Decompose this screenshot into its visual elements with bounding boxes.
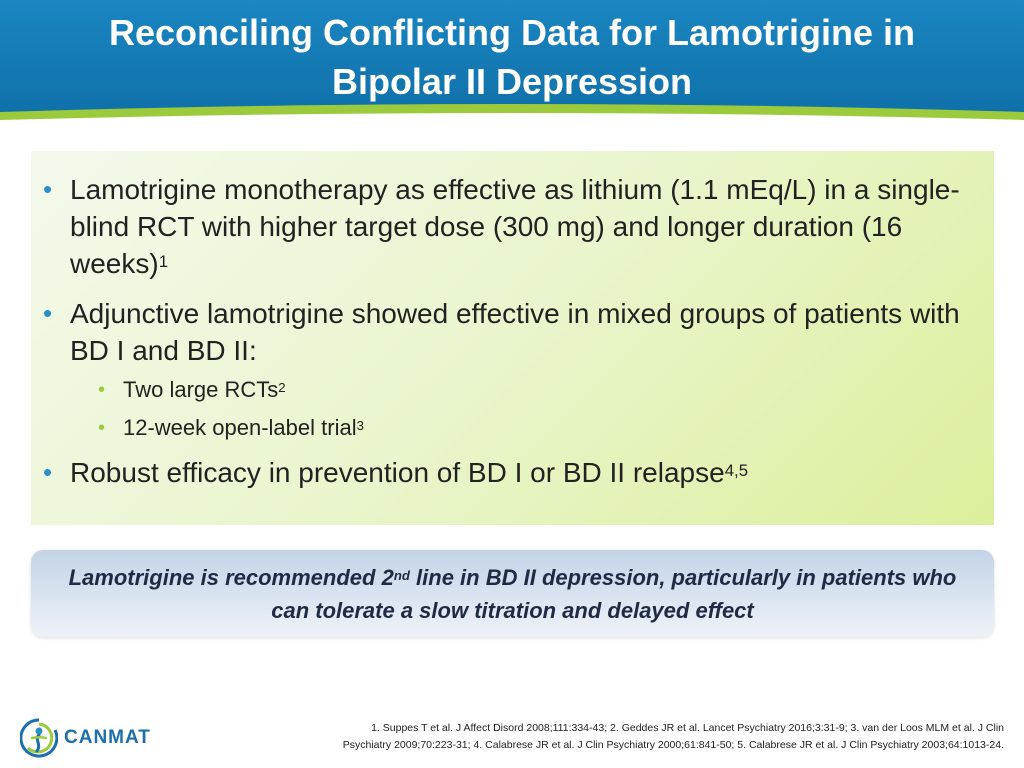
bullet-text: Lamotrigine monotherapy as effective as …	[70, 174, 960, 279]
sub-bullet-list: Two large RCTs2 12-week open-label trial…	[70, 371, 983, 447]
slide-header: Reconciling Conflicting Data for Lamotri…	[0, 0, 1024, 122]
references-line-2: Psychiatry 2009;70:223-31; 4. Calabrese …	[342, 739, 1004, 751]
callout-text-part-2: line in BD II depression, particularly i…	[271, 565, 957, 623]
references: 1. Suppes T et al. J Affect Disord 2008;…	[260, 720, 1004, 754]
logo-text: CANMAT	[64, 727, 151, 748]
bullet-text: Robust efficacy in prevention of BD I or…	[70, 457, 725, 488]
header-swoosh-decoration	[0, 104, 1024, 122]
title-line-2: Bipolar II Depression	[331, 61, 693, 102]
reference-marker: 3	[356, 418, 364, 434]
bullet-item: Robust efficacy in prevention of BD I or…	[43, 454, 983, 491]
bullet-list: Lamotrigine monotherapy as effective as …	[43, 171, 983, 504]
callout-text-part-1: Lamotrigine is recommended 2	[68, 565, 394, 590]
sub-bullet-item: 12-week open-label trial3	[98, 409, 983, 447]
sub-bullet-text: Two large RCTs	[123, 377, 279, 402]
bullet-item: Lamotrigine monotherapy as effective as …	[43, 171, 983, 282]
content-box: Lamotrigine monotherapy as effective as …	[31, 151, 994, 525]
canmat-logo: CANMAT	[20, 718, 150, 760]
bullet-item: Adjunctive lamotrigine showed effective …	[43, 295, 983, 447]
canmat-logo-icon	[20, 718, 58, 758]
reference-marker: 1	[158, 252, 169, 272]
references-line-1: 1. Suppes T et al. J Affect Disord 2008;…	[371, 722, 1004, 734]
bullet-text: Adjunctive lamotrigine showed effective …	[70, 298, 960, 366]
title-line-1: Reconciling Conflicting Data for Lamotri…	[108, 12, 916, 53]
reference-marker: 2	[278, 380, 286, 396]
callout-text: Lamotrigine is recommended 2nd line in B…	[51, 561, 974, 627]
sub-bullet-item: Two large RCTs2	[98, 371, 983, 409]
sub-bullet-text: 12-week open-label trial	[123, 415, 357, 440]
reference-marker: 4,5	[724, 461, 749, 481]
recommendation-callout: Lamotrigine is recommended 2nd line in B…	[31, 550, 994, 637]
slide-title: Reconciling Conflicting Data for Lamotri…	[40, 8, 984, 106]
callout-superscript: nd	[393, 568, 410, 584]
